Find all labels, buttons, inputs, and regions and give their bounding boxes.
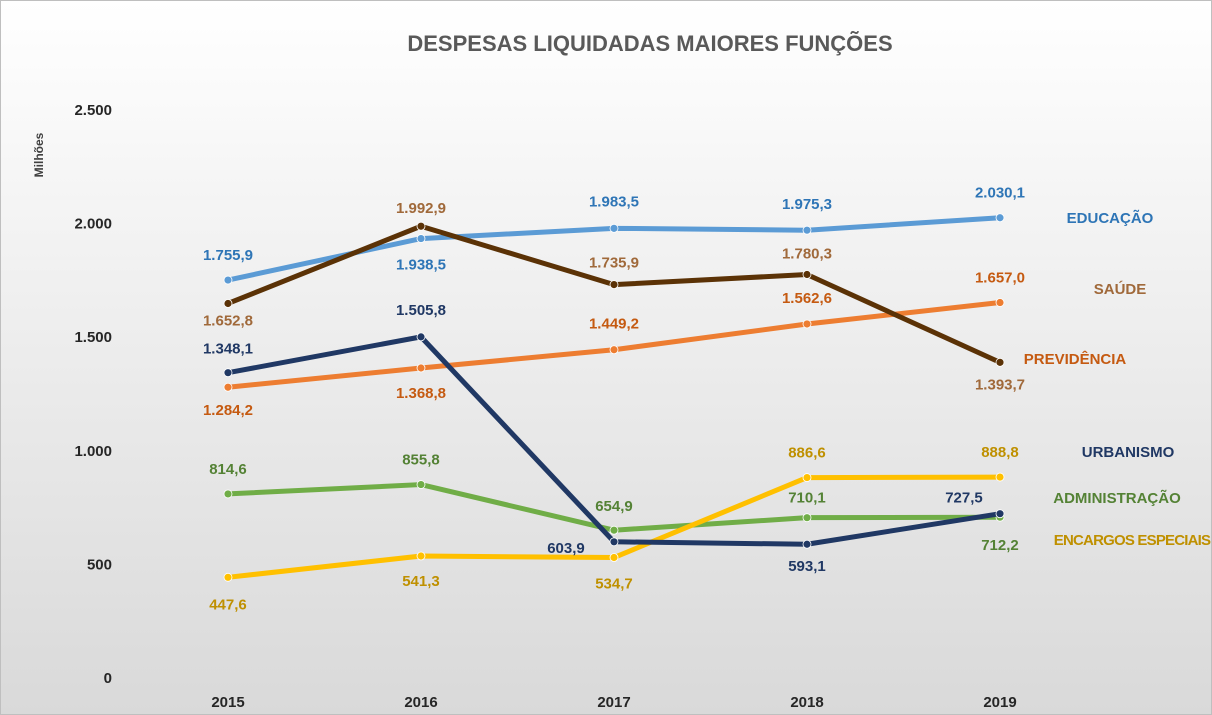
legend-label: ADMINISTRAÇÃO [1053, 489, 1181, 507]
data-label: 712,2 [981, 537, 1019, 554]
legend-label: URBANISMO [1082, 444, 1175, 461]
chart-title: DESPESAS LIQUIDADAS MAIORES FUNÇÕES [407, 31, 892, 56]
point [995, 472, 1005, 482]
point [416, 332, 426, 342]
point [609, 553, 619, 562]
point [223, 572, 233, 582]
point [995, 213, 1005, 223]
data-label: 1.449,2 [589, 316, 639, 333]
y-tick-label: 1.500 [74, 329, 112, 346]
y-tick-label: 2.000 [74, 216, 112, 233]
point [223, 382, 233, 392]
data-label: 1.657,0 [975, 269, 1025, 286]
data-label: 603,9 [547, 540, 585, 557]
data-label: 447,6 [209, 596, 247, 613]
y-tick-label: 2.500 [74, 102, 112, 119]
data-label: 1.992,9 [396, 200, 446, 217]
data-label: 727,5 [945, 490, 983, 507]
data-label: 855,8 [402, 452, 440, 469]
point [802, 319, 812, 329]
point [223, 275, 233, 285]
point [416, 363, 426, 373]
data-label: 2.030,1 [975, 185, 1025, 202]
data-label: 654,9 [595, 498, 633, 515]
y-axis-label: Milhões [32, 132, 46, 177]
point [609, 223, 619, 233]
data-label: 814,6 [209, 461, 247, 478]
data-label: 886,6 [788, 445, 826, 462]
point [995, 357, 1005, 367]
data-label: 888,8 [981, 444, 1019, 461]
point [223, 368, 233, 378]
point [609, 537, 619, 547]
point [416, 234, 426, 243]
data-label: 1.983,5 [589, 193, 639, 210]
x-tick-label: 2016 [404, 694, 437, 711]
x-tick-label: 2018 [790, 694, 823, 711]
point [416, 221, 426, 231]
data-label: 1.284,2 [203, 402, 253, 419]
data-label: 534,7 [595, 575, 633, 592]
y-tick-label: 500 [87, 556, 112, 573]
legend-label: EDUCAÇÃO [1067, 209, 1154, 227]
x-tick-label: 2015 [211, 694, 244, 711]
point [416, 551, 426, 561]
point [223, 489, 233, 499]
point [609, 280, 619, 290]
data-label: 1.938,5 [396, 257, 446, 274]
legend-label: PREVIDÊNCIA [1024, 350, 1127, 368]
data-label: 1.348,1 [203, 341, 253, 358]
point [995, 509, 1005, 519]
point [609, 345, 619, 355]
data-label: 1.780,3 [782, 245, 832, 262]
data-label: 541,3 [402, 573, 440, 590]
point [223, 299, 233, 308]
data-label: 593,1 [788, 558, 826, 575]
point [802, 473, 812, 482]
data-label: 710,1 [788, 490, 826, 507]
point [416, 480, 426, 489]
data-label: 1.735,9 [589, 255, 639, 272]
data-label: 1.505,8 [396, 302, 446, 319]
x-tick-label: 2017 [597, 694, 630, 711]
data-label: 1.755,9 [203, 247, 253, 264]
y-tick-label: 1.000 [74, 443, 112, 460]
data-label: 1.975,3 [782, 196, 832, 213]
point [802, 539, 812, 549]
y-tick-label: 0 [104, 670, 112, 687]
data-label: 1.393,7 [975, 376, 1025, 393]
data-label: 1.652,8 [203, 312, 253, 329]
point [609, 525, 619, 535]
legend-label: SAÚDE [1094, 280, 1147, 298]
data-label: 1.562,6 [782, 290, 832, 307]
point [802, 513, 812, 523]
data-label: 1.368,8 [396, 385, 446, 402]
point [802, 270, 812, 279]
point [802, 225, 812, 235]
legend-label: ENCARGOS ESPECIAIS [1054, 532, 1211, 549]
point [995, 298, 1005, 307]
x-tick-label: 2019 [983, 694, 1016, 711]
